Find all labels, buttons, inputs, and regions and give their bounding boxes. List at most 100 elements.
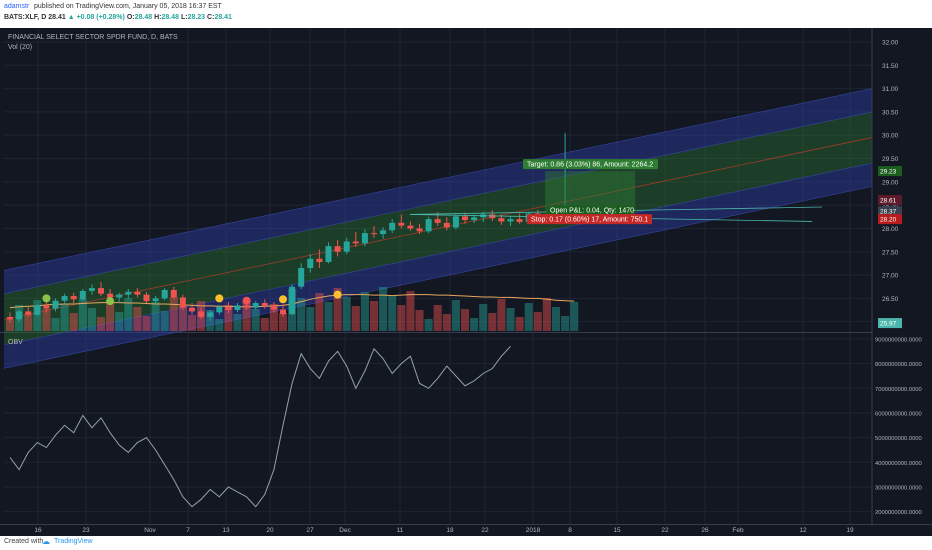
volume-bar bbox=[24, 314, 33, 331]
candle-body bbox=[280, 309, 286, 315]
obv-legend: OBV bbox=[8, 339, 23, 346]
candle-body bbox=[443, 222, 450, 228]
candle-body bbox=[407, 225, 414, 229]
signal-markers bbox=[42, 290, 342, 306]
price-tick-label: 28.00 bbox=[882, 226, 899, 233]
volume-bar bbox=[60, 304, 69, 331]
time-tick-label: 12 bbox=[799, 527, 807, 534]
time-tick-label: 16 bbox=[34, 527, 42, 534]
candle-body bbox=[352, 241, 359, 244]
volume-bar bbox=[570, 302, 579, 331]
candle-body bbox=[7, 317, 13, 320]
ohlc-legend: BATS:XLF, D 28.41 ▲ +0.08 (+0.28%) O:28.… bbox=[4, 14, 232, 21]
volume-bar bbox=[406, 291, 415, 331]
signal-dot bbox=[279, 295, 287, 304]
volume-bar bbox=[142, 316, 151, 331]
price-marker-label: 28.37 bbox=[880, 209, 897, 216]
obv-line bbox=[9, 345, 511, 508]
volume-bar bbox=[342, 297, 351, 331]
open-label: O: bbox=[126, 14, 135, 21]
time-tick-label: 18 bbox=[446, 527, 454, 534]
obv-tick-label: 6000000000.0000 bbox=[875, 411, 922, 417]
candle-body bbox=[225, 306, 232, 311]
time-tick-label: 2018 bbox=[526, 527, 541, 534]
volume-bar bbox=[87, 308, 96, 331]
regression-channel bbox=[3, 88, 873, 369]
channel-line bbox=[3, 186, 873, 369]
price-tick-label: 30.00 bbox=[882, 133, 899, 140]
time-tick-label: 11 bbox=[397, 527, 404, 534]
long-position-tool[interactable]: Target: 0.86 (3.03%) 86, Amount: 2264.2 O… bbox=[409, 159, 823, 225]
price-marker-label: 29.23 bbox=[880, 169, 897, 176]
volume-bar bbox=[506, 308, 515, 331]
candle-body bbox=[152, 298, 159, 302]
price-tick-label: 32.00 bbox=[882, 39, 899, 46]
candle-body bbox=[207, 312, 214, 318]
channel-line bbox=[3, 88, 873, 271]
price-tick-label: 29.50 bbox=[882, 156, 899, 163]
volume-bar bbox=[315, 293, 324, 331]
candle-body bbox=[343, 241, 350, 252]
axes-layer: 32.00 31.50 31.00 30.50 30.00 29.50 29.00 28.50… bbox=[0, 28, 932, 536]
open-pl-label: Open P&L: 0.04, Qty: 1470 bbox=[550, 208, 634, 215]
candle-body bbox=[498, 218, 505, 222]
candle-body bbox=[143, 294, 150, 302]
volume-bar bbox=[96, 317, 106, 331]
signal-dot bbox=[333, 290, 342, 299]
volume-bar bbox=[233, 314, 242, 331]
candle-body bbox=[471, 217, 478, 221]
close-value: 28.41 bbox=[214, 14, 232, 21]
volume-bar bbox=[424, 319, 433, 331]
open-value: 28.48 bbox=[134, 14, 153, 21]
price-tick-label: 31.50 bbox=[882, 63, 899, 70]
volume-bar bbox=[351, 306, 360, 331]
candle-body bbox=[434, 219, 441, 223]
price-tick-label: 27.00 bbox=[882, 273, 899, 280]
price-tick-label: 26.50 bbox=[882, 296, 899, 303]
volume-bar bbox=[451, 300, 460, 331]
volume-bar bbox=[69, 313, 78, 331]
time-tick-label: 7 bbox=[186, 527, 190, 534]
volume-bar bbox=[497, 299, 506, 331]
volume-bar bbox=[187, 315, 197, 331]
time-tick-label: Nov bbox=[144, 527, 156, 534]
channel-lower-band bbox=[4, 163, 872, 369]
tradingview-logo-icon: ☁ bbox=[42, 537, 50, 546]
chart-svg[interactable]: Target: 0.86 (3.03%) 86, Amount: 2264.2 O… bbox=[0, 28, 932, 536]
volume-bar bbox=[278, 313, 288, 331]
channel-line bbox=[3, 162, 873, 346]
high-value: 28.48 bbox=[161, 14, 179, 21]
volume-bar bbox=[106, 303, 115, 331]
up-triangle-icon: ▲ bbox=[67, 14, 75, 21]
candle-body bbox=[107, 293, 114, 298]
author-link[interactable]: adamstr bbox=[4, 3, 30, 10]
candle-body bbox=[516, 219, 523, 222]
target-label: Target: 0.86 (3.03%) 86, Amount: 2264.2 bbox=[527, 162, 653, 169]
candle-body bbox=[116, 294, 123, 298]
open-pl-label-bg bbox=[546, 205, 634, 216]
volume-legend: Vol (20) bbox=[8, 44, 32, 51]
volume-bar bbox=[379, 287, 388, 331]
volume-bar bbox=[51, 318, 60, 331]
volume-bar bbox=[369, 301, 379, 331]
time-tick-label: 26 bbox=[701, 527, 709, 534]
price-marker-label: 25.97 bbox=[880, 321, 897, 328]
time-tick-label: 20 bbox=[266, 527, 274, 534]
volume-bar bbox=[561, 316, 570, 331]
chart-area[interactable]: Target: 0.86 (3.03%) 86, Amount: 2264.2 O… bbox=[0, 28, 932, 536]
price-tick-label: 28.50 bbox=[882, 203, 899, 210]
candle-body bbox=[25, 311, 32, 315]
obv-tick-label: 3000000000.0000 bbox=[875, 485, 922, 491]
candle-body bbox=[270, 305, 277, 310]
symbol-label: BATS:XLF, D bbox=[4, 14, 47, 21]
volume-bar bbox=[224, 305, 233, 331]
time-tick-label: 23 bbox=[82, 527, 90, 534]
candle-body bbox=[416, 228, 423, 232]
obv-tick-label: 9000000000.0000 bbox=[875, 337, 922, 343]
tradingview-brand-link[interactable]: TradingView bbox=[54, 538, 93, 545]
header-bar: adamstr published on TradingView.com, Ja… bbox=[0, 0, 932, 28]
high-label: H: bbox=[154, 14, 162, 21]
volume-bar bbox=[269, 304, 278, 331]
candle-body bbox=[261, 303, 268, 306]
volume-bar bbox=[460, 309, 470, 331]
